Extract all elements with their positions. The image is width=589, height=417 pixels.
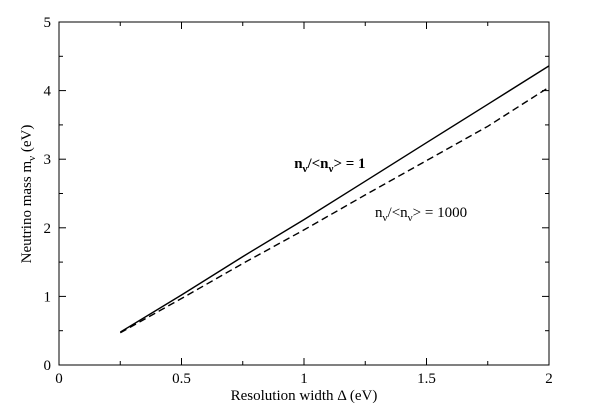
tick-labels: 0 0.5 1 1.5 2 0 1 2 3 4 5 bbox=[44, 15, 553, 387]
y-tick-label: 3 bbox=[44, 152, 52, 168]
annotation-ratio-1000: nν/<nν> = 1000 bbox=[375, 205, 467, 224]
axis-ticks bbox=[58, 21, 550, 366]
annotation-ratio-1: nν/<nν> = 1 bbox=[294, 156, 365, 175]
y-axis-title-main: Neutrino mass m bbox=[19, 161, 35, 264]
plot-frame bbox=[58, 21, 550, 366]
y-tick-label: 0 bbox=[44, 358, 52, 374]
annotation-subscript: ν bbox=[408, 212, 413, 224]
x-axis-title: Resolution width Δ (eV) bbox=[231, 388, 378, 404]
x-tick-label: 1.5 bbox=[417, 371, 436, 387]
curve-annotations: nν/<nν> = 1nν/<nν> = 1000 bbox=[294, 156, 467, 224]
annotation-text: /<n bbox=[306, 156, 329, 172]
series-line-solid bbox=[119, 65, 550, 333]
y-tick-label: 4 bbox=[44, 84, 52, 100]
y-axis-title-subscript: ν bbox=[26, 156, 38, 161]
x-tick-label: 0 bbox=[55, 371, 63, 387]
y-axis-title-unit: (eV) bbox=[19, 125, 35, 156]
x-tick-label: 2 bbox=[545, 371, 553, 387]
series-lines bbox=[119, 65, 550, 334]
annotation-subscript: ν bbox=[383, 212, 388, 224]
x-tick-label: 1 bbox=[300, 371, 308, 387]
y-tick-label: 2 bbox=[44, 221, 52, 237]
series-line-dashed bbox=[119, 86, 550, 334]
annotation-text: n bbox=[294, 156, 303, 172]
annotation-subscript: ν bbox=[302, 163, 308, 175]
annotation-text: /<n bbox=[388, 205, 409, 221]
annotation-text: n bbox=[375, 205, 383, 221]
x-tick-label: 0.5 bbox=[172, 371, 191, 387]
annotation-subscript: ν bbox=[328, 163, 334, 175]
y-tick-label: 1 bbox=[44, 289, 52, 305]
y-tick-label: 5 bbox=[44, 15, 52, 31]
annotation-text: > = 1 bbox=[333, 156, 365, 172]
annotation-text: > = 1000 bbox=[413, 205, 467, 221]
y-axis-title: Neutrino mass mν (eV) bbox=[19, 125, 38, 264]
